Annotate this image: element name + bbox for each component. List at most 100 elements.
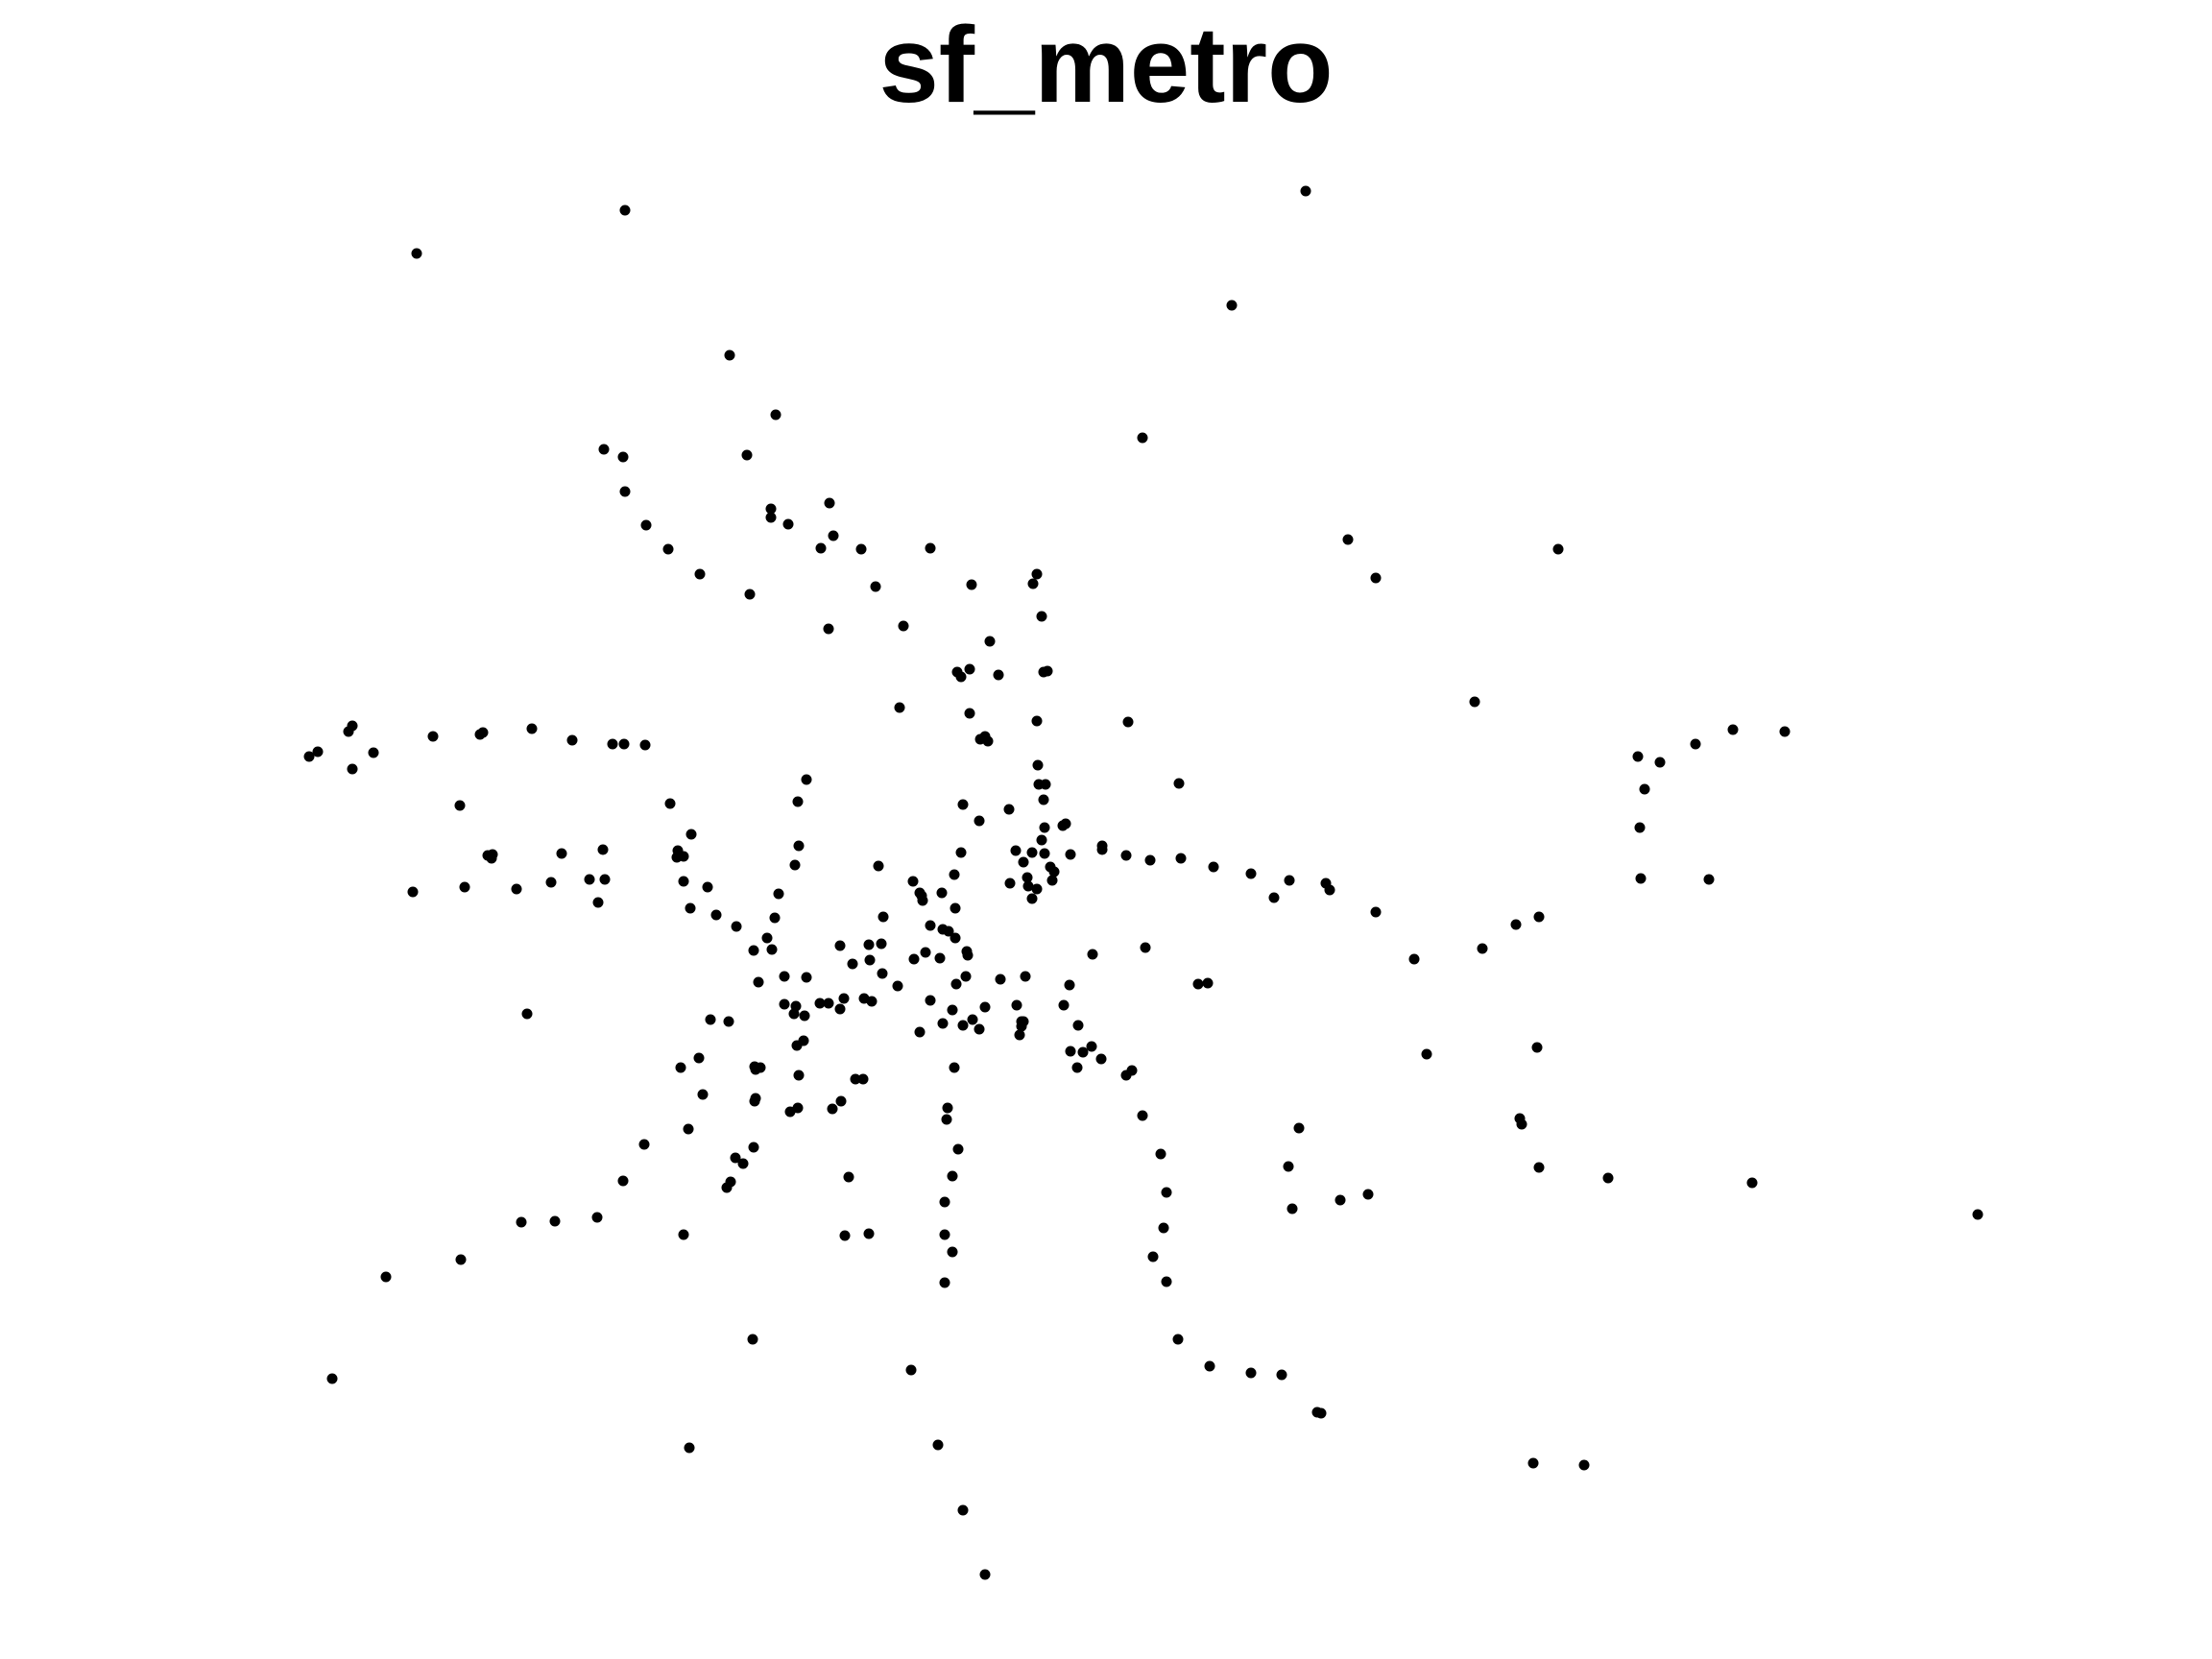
data-point-78	[1531, 1042, 1543, 1053]
data-point-228	[943, 926, 954, 937]
data-point-55	[1031, 883, 1043, 895]
data-point-123	[750, 1093, 761, 1104]
data-point-40	[1031, 715, 1043, 727]
data-point-97	[1972, 1209, 1984, 1220]
data-point-277	[427, 731, 439, 742]
data-point-220	[773, 888, 784, 900]
data-point-145	[950, 932, 961, 944]
data-point-226	[917, 895, 928, 906]
data-point-152	[1014, 1029, 1025, 1041]
data-point-197	[967, 1014, 978, 1025]
data-point-27	[1031, 568, 1043, 580]
data-point-203	[974, 1023, 985, 1035]
data-point-149	[995, 974, 1006, 985]
data-point-36	[894, 702, 905, 713]
data-point-47	[1039, 848, 1050, 859]
data-point-288	[1192, 978, 1204, 990]
data-point-260	[607, 738, 618, 750]
data-point-83	[1342, 534, 1354, 545]
data-point-79	[1533, 1162, 1545, 1173]
data-point-155	[1018, 1016, 1029, 1027]
data-point-251	[702, 881, 713, 893]
data-point-80	[1469, 696, 1480, 708]
data-point-284	[407, 886, 419, 898]
data-point-162	[1140, 942, 1151, 953]
data-point-64	[1284, 875, 1295, 886]
data-point-49	[1022, 872, 1033, 883]
data-point-137	[834, 940, 846, 951]
data-point-148	[950, 978, 962, 990]
data-point-89	[1727, 724, 1739, 735]
data-point-127	[793, 1070, 805, 1081]
data-point-241	[747, 1334, 758, 1345]
data-point-38	[964, 708, 975, 719]
data-point-188	[941, 1114, 952, 1125]
data-point-159	[920, 947, 931, 958]
data-point-12	[662, 543, 674, 555]
data-point-156	[962, 950, 974, 961]
data-point-151	[1011, 999, 1022, 1011]
data-point-216	[766, 944, 778, 955]
data-point-187	[942, 1102, 953, 1114]
data-point-131	[790, 1000, 802, 1012]
data-point-235	[1003, 804, 1015, 815]
data-point-125	[835, 1095, 847, 1107]
data-point-250	[710, 909, 722, 921]
data-point-108	[683, 1123, 694, 1135]
data-point-100	[326, 1373, 338, 1384]
data-point-289	[1202, 977, 1214, 989]
data-point-69	[1421, 1048, 1432, 1060]
data-point-98	[1578, 1459, 1590, 1471]
data-point-245	[839, 1230, 851, 1241]
data-point-239	[1026, 847, 1038, 858]
data-point-46	[1036, 834, 1047, 846]
data-point-144	[950, 902, 961, 914]
data-point-184	[949, 1062, 960, 1073]
data-point-168	[1086, 1041, 1097, 1052]
data-point-193	[905, 1364, 917, 1376]
data-point-101	[380, 1271, 392, 1283]
data-point-25	[966, 579, 977, 590]
data-point-278	[477, 727, 489, 738]
data-point-91	[1639, 783, 1650, 795]
data-point-232	[982, 735, 994, 747]
data-point-199	[947, 1004, 958, 1016]
data-point-93	[1635, 873, 1647, 884]
data-point-223	[792, 796, 804, 807]
data-point-286	[521, 1008, 533, 1020]
data-point-237	[1040, 779, 1051, 790]
data-point-81	[1173, 778, 1185, 789]
data-point-178	[1161, 1276, 1172, 1287]
data-point-143	[925, 920, 936, 931]
data-point-58	[1096, 840, 1108, 852]
data-point-62	[1208, 861, 1219, 873]
data-point-6	[741, 449, 753, 461]
data-point-0	[1300, 185, 1311, 197]
data-point-136	[847, 958, 858, 970]
data-point-265	[556, 848, 567, 859]
data-point-212	[814, 998, 826, 1009]
data-point-13	[694, 568, 706, 580]
data-point-176	[1147, 1251, 1159, 1262]
data-point-206	[866, 996, 878, 1007]
data-point-161	[1087, 949, 1098, 960]
data-point-269	[566, 734, 578, 746]
data-point-26	[1027, 578, 1039, 589]
data-point-244	[863, 1228, 875, 1239]
data-point-247	[784, 1106, 796, 1118]
data-point-147	[960, 971, 972, 982]
data-point-126	[857, 1073, 869, 1085]
data-point-190	[939, 1229, 950, 1240]
data-point-54	[1046, 875, 1058, 886]
data-point-107	[638, 1139, 650, 1150]
data-point-276	[343, 726, 354, 737]
data-point-213	[801, 972, 812, 983]
data-point-198	[957, 1020, 969, 1031]
data-point-71	[1510, 919, 1522, 930]
data-point-194	[932, 1439, 944, 1451]
data-point-66	[1320, 878, 1332, 889]
data-point-253	[678, 876, 689, 887]
data-point-291	[1286, 1203, 1298, 1214]
data-point-196	[979, 1569, 991, 1580]
data-point-150	[979, 1001, 991, 1013]
